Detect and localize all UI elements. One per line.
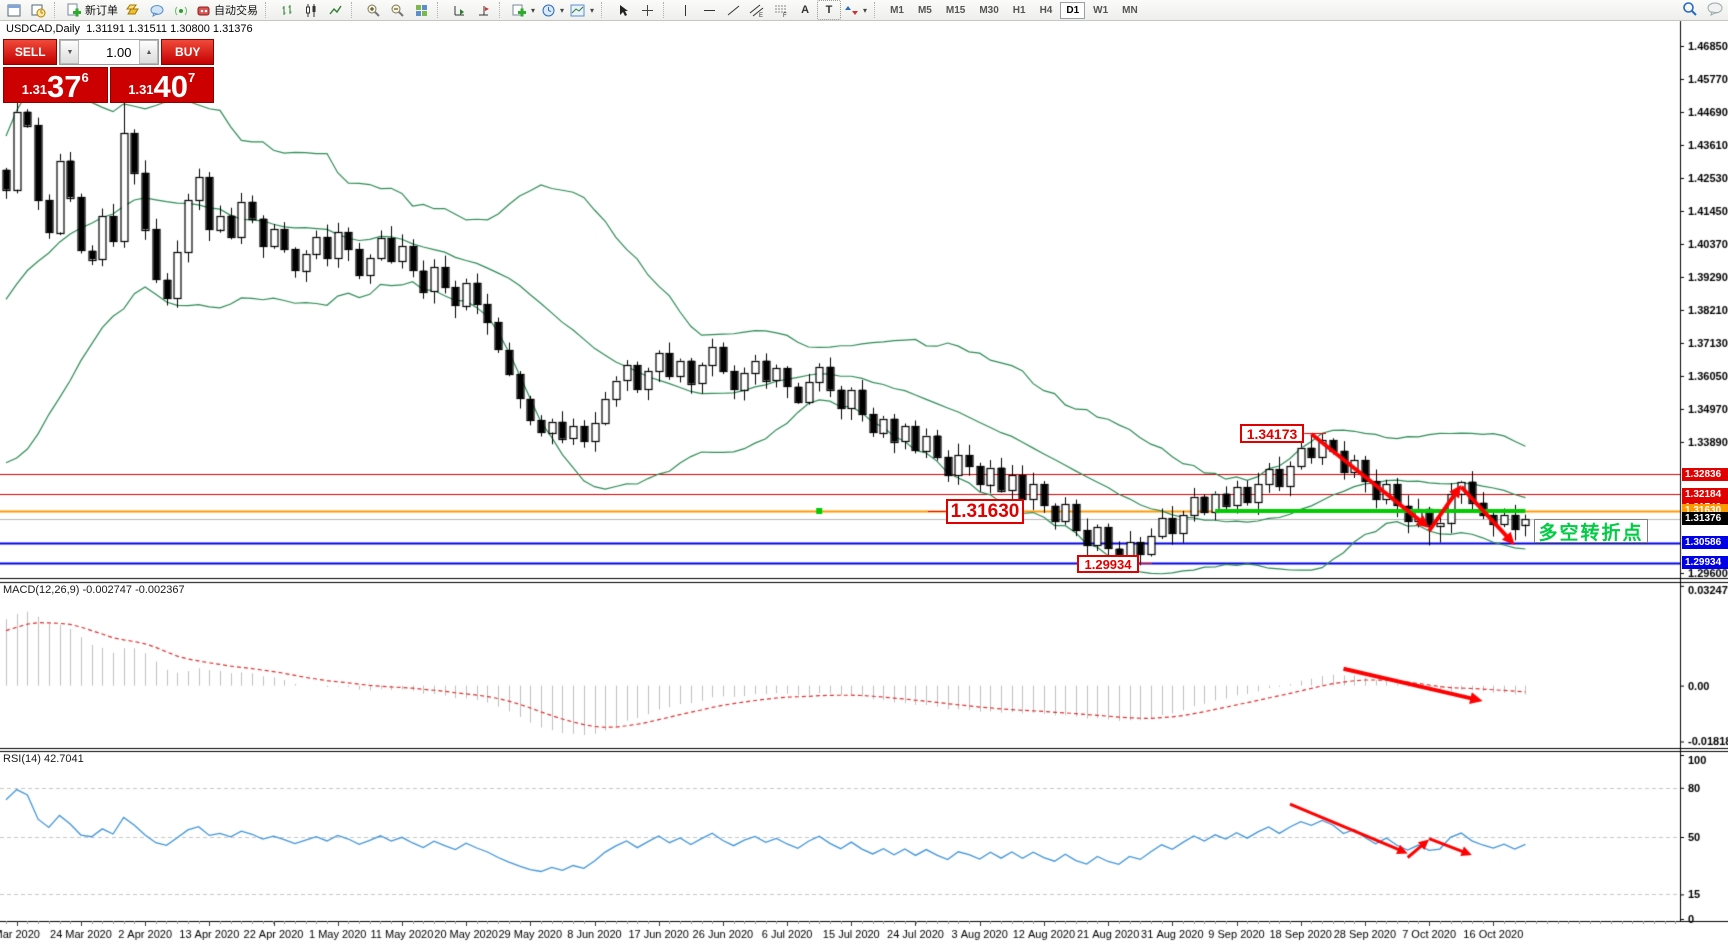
timeframe-D1[interactable]: D1 [1060, 1, 1086, 19]
timeframe-toolbar: M1 M5 M15 M30 H1 H4 D1 W1 MN [884, 1, 1144, 19]
fibo-letter: F [783, 13, 787, 18]
new-chart-window-icon[interactable] [2, 0, 26, 20]
axis-price-tag: 1.32184 [1682, 487, 1728, 501]
chart-shift-icon[interactable] [471, 0, 495, 20]
toolbar-separator [265, 2, 273, 18]
timeframe-M30[interactable]: M30 [979, 4, 999, 16]
axis-price-tag: 1.30586 [1682, 536, 1728, 550]
channel-letter: E [759, 13, 763, 18]
dropdown-caret: ▾ [531, 5, 536, 15]
text-label-tool[interactable]: T [817, 0, 842, 20]
auto-trading-label: 自动交易 [214, 5, 258, 17]
dropdown-caret: ▾ [590, 5, 595, 15]
volume-stepper: ▼ ▲ [59, 39, 160, 65]
chart-symbol-title: USDCAD,Daily 1.31191 1.31511 1.30800 1.3… [6, 23, 253, 35]
sell-price-big: 37 [47, 69, 82, 104]
trendline-tool[interactable] [721, 0, 745, 20]
horizontal-line-tool[interactable] [697, 0, 721, 20]
timeframe-MN[interactable]: MN [1122, 4, 1138, 16]
text-label-tool-label: T [825, 4, 833, 16]
chat-icon[interactable] [1706, 1, 1724, 17]
community-chat-icon[interactable] [145, 0, 169, 20]
templates-menu-button[interactable]: ▾ [567, 0, 597, 20]
tile-windows-icon[interactable] [409, 0, 433, 20]
buy-button[interactable]: BUY [161, 39, 214, 65]
candlestick-chart-type-icon[interactable] [299, 0, 323, 20]
vertical-line-tool[interactable] [673, 0, 697, 20]
toolbar-separator [351, 2, 359, 18]
auto-trading-button[interactable]: 自动交易 [193, 0, 261, 20]
new-order-button[interactable]: 新订单 [64, 0, 121, 20]
dropdown-caret: ▾ [863, 5, 868, 15]
toolbar-separator [437, 2, 445, 18]
buy-price-panel[interactable]: 1.31 40 7 [109, 67, 214, 104]
equidistant-channel-tool[interactable]: E [745, 0, 769, 20]
toolbar-separator [499, 2, 507, 18]
sell-price-prefix: 1.31 [21, 82, 48, 97]
new-order-label: 新订单 [85, 5, 118, 17]
gold-symbol-icon[interactable] [121, 0, 145, 20]
chart-price-label-1.29934[interactable]: 1.29934 [1077, 555, 1139, 573]
macd-indicator-label: MACD(12,26,9) -0.002747 -0.002367 [3, 584, 185, 596]
fibonacci-tool[interactable]: F [769, 0, 793, 20]
volume-decrease-button[interactable]: ▼ [60, 40, 80, 64]
volume-input[interactable] [79, 40, 140, 64]
timeframe-H1[interactable]: H1 [1012, 4, 1026, 16]
axis-price-tag: 1.29934 [1682, 556, 1728, 570]
dropdown-caret: ▾ [560, 5, 565, 15]
line-chart-type-icon[interactable] [323, 0, 347, 20]
main-toolbar: 新订单 自动交易 ▾ ▾ ▾ E F A T ▾ [0, 0, 1728, 21]
toolbar-separator [54, 2, 62, 18]
timeframe-M5[interactable]: M5 [917, 4, 932, 16]
axis-price-tag: 1.31376 [1682, 512, 1728, 526]
sell-price-panel[interactable]: 1.31 37 6 [3, 67, 108, 103]
strategy-tester-icon[interactable] [26, 0, 50, 20]
buy-price-big: 40 [153, 69, 189, 104]
axis-price-tag: 1.32836 [1682, 467, 1728, 481]
auto-scroll-icon[interactable] [447, 0, 471, 20]
crosshair-tool[interactable] [635, 0, 659, 20]
timeframe-W1[interactable]: W1 [1093, 4, 1109, 16]
timeframe-H4[interactable]: H4 [1039, 4, 1053, 16]
signals-icon[interactable] [169, 0, 193, 20]
buy-price-prefix: 1.31 [128, 82, 154, 97]
timeframe-M15[interactable]: M15 [945, 4, 966, 16]
sell-price-pip: 6 [81, 70, 89, 85]
buy-price-pip: 7 [188, 70, 196, 85]
toolbar-separator [601, 2, 609, 18]
cursor-tool[interactable] [611, 0, 635, 20]
periods-menu-button[interactable]: ▾ [538, 0, 567, 20]
toolbar-right-group [1682, 1, 1724, 17]
rsi-indicator-label: RSI(14) 42.7041 [3, 753, 84, 765]
timeframe-M1[interactable]: M1 [890, 4, 904, 16]
chart-price-label-1.31630[interactable]: 1.31630 [946, 499, 1024, 524]
arrows-tool[interactable]: ▾ [841, 0, 870, 20]
zoom-out-icon[interactable] [385, 0, 409, 20]
chart-price-label-1.34173[interactable]: 1.34173 [1240, 424, 1304, 443]
turning-point-annotation[interactable]: 多空转折点 [1534, 519, 1648, 544]
bar-chart-type-icon[interactable] [275, 0, 299, 20]
toolbar-separator [663, 2, 671, 18]
text-tool-label: A [801, 4, 810, 16]
indicators-menu-button[interactable]: ▾ [509, 0, 538, 20]
volume-increase-button[interactable]: ▲ [139, 40, 159, 64]
search-icon[interactable] [1682, 1, 1698, 17]
text-tool[interactable]: A [793, 0, 817, 20]
toolbar-separator [874, 2, 882, 18]
sell-button[interactable]: SELL [3, 39, 58, 65]
zoom-in-icon[interactable] [361, 0, 385, 20]
